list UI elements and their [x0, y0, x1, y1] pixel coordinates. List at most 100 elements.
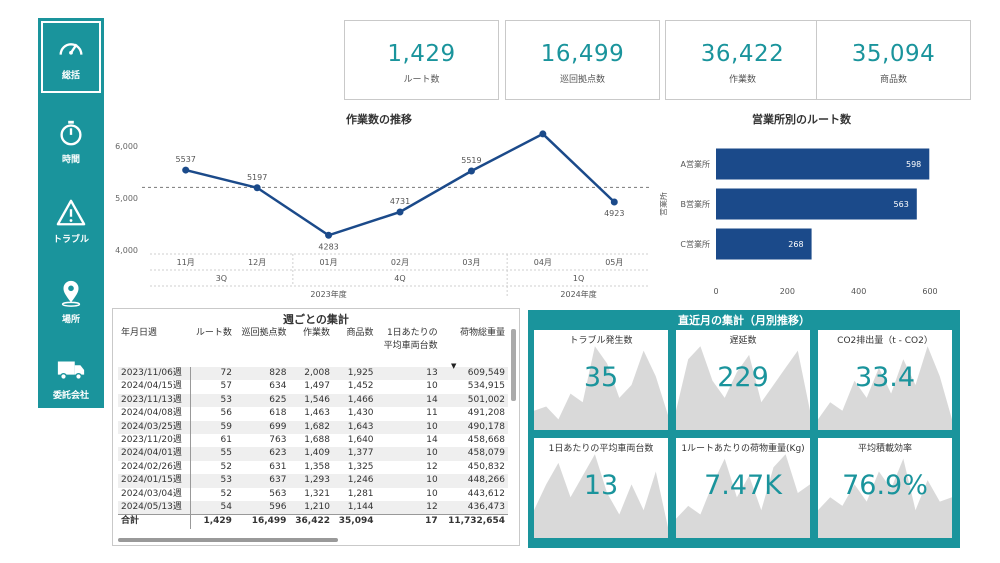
table-cell: 10	[376, 420, 441, 435]
x-tick-label: 01月	[319, 258, 337, 267]
table-cell: 458,079	[440, 447, 508, 461]
table-row[interactable]: 2024/03/25週 59 699 1,682 1,643 10 490,178	[118, 420, 508, 435]
table-cell: 450,832	[467, 461, 505, 472]
table-row[interactable]: 2023/11/20週 61 763 1,688 1,640 14 458,668	[118, 434, 508, 448]
data-point	[325, 231, 333, 239]
column-header[interactable]: 巡回拠点数	[241, 328, 287, 338]
table-cell: 1,144	[332, 501, 377, 515]
category-label: A営業所	[681, 159, 710, 169]
column-header[interactable]: 作業数	[302, 328, 330, 338]
data-label: 4283	[318, 242, 338, 251]
table-cell: 458,668	[467, 435, 505, 446]
data-point	[467, 167, 475, 175]
table-row[interactable]: 2024/01/15週 53 637 1,293 1,246 10 448,266	[118, 474, 508, 488]
gauge-icon	[59, 42, 83, 55]
table-cell: 56	[220, 408, 232, 419]
table-row[interactable]: 2024/04/01週 55 623 1,409 1,377 10 458,079	[118, 447, 508, 461]
monthly-kpi-value: 76.9%	[842, 470, 928, 501]
x-tick-label: 0	[713, 287, 718, 296]
table-cell: 618	[269, 408, 287, 419]
monthly-kpi-label: CO2排出量（t - CO2）	[837, 336, 933, 346]
table-cell: 448,266	[440, 474, 508, 488]
nav-item-contractor[interactable]: 委託会社	[41, 341, 101, 413]
table-cell: 14	[426, 435, 438, 446]
monthly-summary-panel: 直近月の集計（月別推移） トラブル発生数 35 遅延数 229 CO2排出量（t - C…	[528, 310, 960, 548]
kpi-card-products: 35,094 商品数	[816, 20, 971, 100]
line-chart: 4,0005,0006,0005537519742834731551962324…	[115, 130, 650, 298]
line-chart-title: 作業数の推移	[346, 113, 412, 126]
table-cell: 53	[190, 474, 235, 488]
nav-item-time[interactable]: 時間	[41, 105, 101, 177]
table-row[interactable]: 2024/02/26週 52 631 1,358 1,325 12 450,832	[118, 460, 508, 475]
table-cell: 13	[376, 367, 441, 381]
table-row[interactable]: 2024/04/15週 57 634 1,497 1,452 10 534,915	[118, 380, 508, 394]
table-total-cell: 11,732,654	[440, 514, 508, 529]
table-cell: 534,915	[467, 381, 505, 392]
nav-item-trouble[interactable]: トラブル	[41, 185, 101, 257]
sidebar-nav: 総括 時間 トラブル 場所 委託会社	[38, 18, 104, 408]
quarter-label: 3Q	[216, 274, 227, 283]
column-header[interactable]: 年月日週	[121, 328, 158, 338]
table-row[interactable]: 2023/11/13週 53 625 1,546 1,466 14 501,002	[118, 393, 508, 408]
monthly-kpi-label: 1日あたりの平均車両台数	[548, 444, 654, 454]
table-row[interactable]: 2024/03/04週 52 563 1,321 1,281 10 443,612	[118, 487, 508, 502]
category-label: B営業所	[681, 199, 711, 209]
sparkline-area-shape	[818, 346, 952, 430]
weekly-table-panel: 週ごとの集計 年月日週 ルート数 巡回拠点数 作業数 商品数 1日あたりの 平均車両台数 荷物…	[112, 308, 520, 546]
table-cell: 10	[426, 381, 438, 392]
data-label: 5519	[461, 156, 481, 165]
kpi-value: 16,499	[540, 41, 625, 67]
table-total-cell: 17	[376, 514, 441, 529]
table-row[interactable]: 2024/05/13週 54 596 1,210 1,144 12 436,473	[118, 501, 508, 515]
table-cell: 1,452	[347, 381, 374, 392]
table-cell: 609,549	[440, 367, 508, 381]
horizontal-scrollbar[interactable]	[118, 538, 338, 542]
weekly-table: 年月日週 ルート数 巡回拠点数 作業数 商品数 1日あたりの 平均車両台数 荷物総重量 202…	[118, 327, 508, 529]
weekly-table-title: 週ごとの集計	[283, 313, 349, 326]
column-header[interactable]: ルート数	[195, 328, 232, 338]
kpi-label: 巡回拠点数	[559, 75, 605, 85]
column-header[interactable]: 1日あたりの 平均車両台数	[383, 328, 438, 351]
kpi-value: 1,429	[387, 41, 456, 67]
bar-value-label: 268	[788, 240, 803, 249]
table-cell: 1,497	[304, 381, 330, 392]
kpi-label: ルート数	[403, 75, 440, 85]
monthly-kpi-card: 遅延数 229	[676, 330, 810, 430]
table-total-cell: 16,499	[234, 514, 290, 529]
table-cell: 1,546	[289, 393, 333, 408]
table-cell: 596	[234, 501, 290, 515]
nav-label-time: 時間	[61, 154, 80, 165]
monthly-summary-title: 直近月の集計（月別推移）	[678, 314, 810, 327]
column-header[interactable]: 荷物総重量	[459, 328, 505, 338]
nav-item-summary[interactable]: 総括	[41, 21, 101, 93]
nav-item-place[interactable]: 場所	[41, 265, 101, 337]
bar-chart: 営業所 A営業所 598 B営業所 563 C営業所 268 0 200 400 600	[660, 148, 938, 296]
vertical-scrollbar[interactable]	[511, 329, 516, 401]
monthly-kpi-value: 7.47K	[704, 470, 782, 501]
table-cell: 1,325	[347, 461, 374, 472]
series-line	[185, 132, 616, 237]
monthly-kpi-card: CO2排出量（t - CO2） 33.4	[818, 330, 952, 430]
warning-icon	[56, 199, 86, 225]
table-cell: 54	[190, 501, 235, 515]
table-cell: 637	[234, 474, 290, 488]
table-cell: 61	[220, 435, 232, 446]
kpi-card-routes: 1,429 ルート数	[344, 20, 499, 100]
sort-desc-icon[interactable]: ▼	[451, 362, 457, 370]
monthly-kpi-card: 1ルートあたりの荷物重量(Kg) 7.47K	[676, 438, 810, 538]
table-row[interactable]: 2024/04/08週 56 618 1,463 1,430 11 491,208	[118, 407, 508, 421]
table-cell: 1,246	[332, 474, 377, 488]
table-cell: 1,643	[332, 420, 377, 435]
table-cell: 631	[269, 461, 287, 472]
table-cell: 1,688	[304, 435, 330, 446]
column-header[interactable]: 商品数	[346, 328, 374, 338]
table-cell: 491,208	[467, 408, 505, 419]
table-cell: 10	[426, 488, 438, 499]
table-cell: 2024/01/15週	[118, 474, 191, 488]
table-cell: 12	[426, 461, 438, 472]
sparkline-area-shape	[676, 454, 810, 538]
nav-label-summary: 総括	[61, 70, 80, 81]
monthly-kpi-card: 平均積載効率 76.9%	[818, 438, 952, 538]
table-row[interactable]: 2023/11/06週 72 828 2,008 1,925 13 609,549	[118, 367, 508, 381]
table-cell: 55	[190, 447, 235, 461]
